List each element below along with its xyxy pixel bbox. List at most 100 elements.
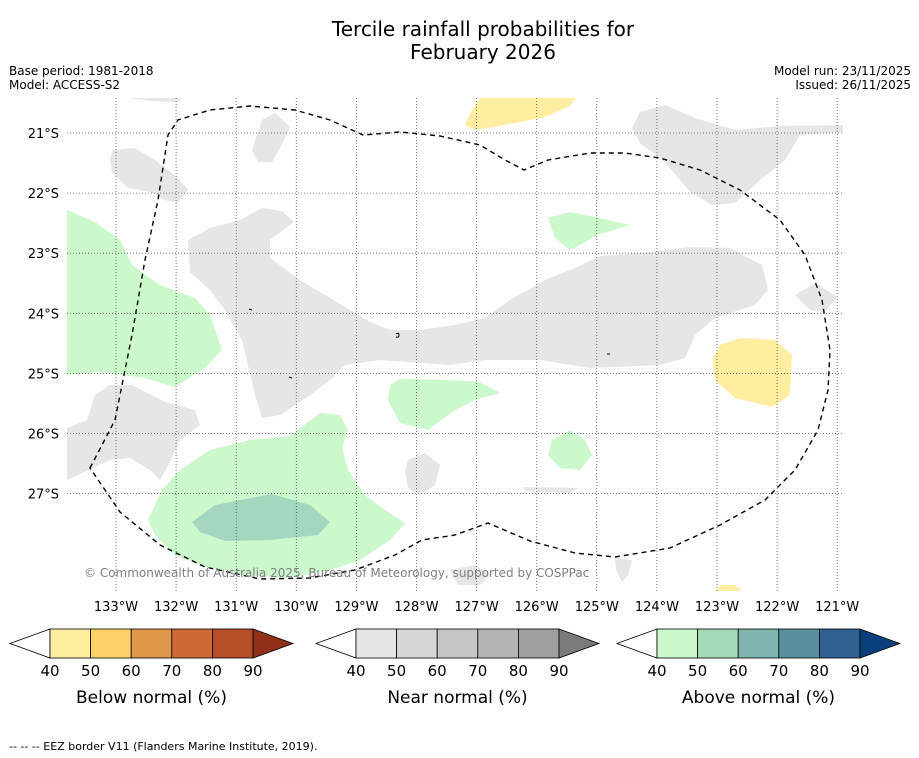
colorbar-tick-label: 80 (203, 662, 222, 680)
eez-border (89, 105, 831, 580)
colorbar-tick-label: 40 (346, 662, 365, 680)
colorbar-max-extension (859, 628, 902, 659)
near-normal-region (188, 208, 768, 418)
colorbar-tick-label: 90 (850, 662, 869, 680)
copyright-text: © Commonwealth of Australia 2025, Bureau… (84, 566, 589, 580)
near-normal-regions (67, 98, 843, 585)
lon-tick-label: 126°W (515, 600, 559, 615)
meta-right: Model run: 23/11/2025 Issued: 26/11/2025 (774, 64, 911, 92)
colorbar-max-extension (252, 628, 295, 659)
lon-tick-label: 128°W (394, 600, 438, 615)
speck-marker (395, 332, 400, 338)
colorbar-tick-label: 60 (729, 662, 748, 680)
colorbar-segment (697, 628, 739, 659)
above-normal-50-region (192, 494, 330, 541)
near-normal-region (67, 385, 200, 480)
colorbar-tick-label: 70 (162, 662, 181, 680)
lon-tick-label: 123°W (695, 600, 739, 615)
colorbar-segment (656, 628, 698, 659)
colorbar-segment (49, 628, 91, 659)
colorbar-title: Below normal (%) (76, 688, 227, 708)
meta-left: Base period: 1981-2018 Model: ACCESS-S2 (9, 64, 154, 92)
lon-tick-label: 129°W (334, 600, 378, 615)
lat-tick-label: 26°S (28, 428, 59, 443)
near-normal-region (615, 558, 632, 582)
lon-tick-label: 133°W (94, 600, 138, 615)
colorbar-tick-label: 40 (647, 662, 666, 680)
colorbar-tick-label: 80 (509, 662, 528, 680)
near-normal-region (523, 487, 578, 493)
colorbar-tick-label: 40 (40, 662, 59, 680)
colorbar-tick-label: 90 (549, 662, 568, 680)
near-normal-region (632, 105, 843, 205)
near-normal-region (252, 113, 290, 162)
colorbar: 40 50 60 70 80 90 Above normal (%) (615, 628, 902, 708)
base-period: Base period: 1981-2018 (9, 64, 154, 78)
gridlines (67, 98, 843, 591)
below-normal-region (715, 585, 742, 591)
colorbar-segment (355, 628, 397, 659)
near-normal-region (405, 453, 440, 495)
lat-tick-label: 22°S (28, 187, 59, 202)
lat-tick-label: 27°S (28, 488, 59, 503)
model-name: Model: ACCESS-S2 (9, 78, 121, 92)
model-run: Model run: 23/11/2025 (773, 64, 911, 78)
lat-tick-label: 23°S (28, 247, 59, 262)
colorbar-segment (436, 628, 479, 659)
lat-tick-label: 25°S (28, 367, 59, 382)
speck-marker (248, 308, 253, 311)
map-title: Tercile rainfall probabilities for Febru… (0, 18, 919, 64)
colorbar-segment (737, 628, 780, 659)
lon-tick-label: 131°W (214, 600, 258, 615)
lon-tick-label: 124°W (635, 600, 679, 615)
colorbar-tick-label: 50 (688, 662, 707, 680)
above-normal-region (548, 212, 630, 250)
above-normal-50-regions (192, 494, 330, 541)
lon-tick-label: 122°W (755, 600, 799, 615)
lon-tick-label: 130°W (274, 600, 318, 615)
lat-tick-label: 24°S (28, 307, 59, 322)
colorbar-segment (90, 628, 132, 659)
title-line-1: Tercile rainfall probabilities for (331, 17, 635, 41)
colorbar-min-extension (615, 628, 658, 659)
near-normal-region (450, 565, 490, 585)
above-normal-regions (67, 210, 630, 578)
colorbar: 40 50 60 70 80 90 Near normal (%) (314, 628, 601, 708)
above-normal-region (67, 210, 222, 387)
above-normal-region (388, 379, 500, 430)
colorbar-tick-label: 60 (428, 662, 447, 680)
lon-tick-label: 125°W (575, 600, 619, 615)
colorbar-tick-label: 50 (81, 662, 100, 680)
lon-tick-label: 132°W (154, 600, 198, 615)
map-plot-area (67, 98, 843, 591)
above-normal-region (548, 430, 592, 470)
below-normal-region (713, 338, 792, 407)
lon-tick-label: 127°W (455, 600, 499, 615)
lat-tick-label: 21°S (28, 127, 59, 142)
lon-tick-label: 121°W (815, 600, 859, 615)
colorbar-tick-label: 60 (122, 662, 141, 680)
near-normal-region (128, 98, 184, 102)
colorbar-segment (130, 628, 173, 659)
colorbar-tick-label: 80 (810, 662, 829, 680)
speck-markers (248, 308, 610, 379)
colorbar-min-extension (8, 628, 51, 659)
colorbar-segment (778, 628, 820, 659)
latitude-labels: 21°S 22°S 23°S 24°S 25°S 26°S 27°S (28, 127, 59, 503)
colorbar-title: Above normal (%) (682, 688, 835, 708)
longitude-labels: 133°W 132°W 131°W 130°W 129°W 128°W 127°W 126°W… (94, 600, 860, 615)
near-normal-region (795, 283, 837, 312)
colorbar-tick-label: 70 (769, 662, 788, 680)
title-line-2: February 2026 (410, 40, 556, 64)
near-normal-region (110, 148, 188, 203)
colorbar-segment (171, 628, 213, 659)
colorbar-tick-label: 90 (243, 662, 262, 680)
colorbar-segment (819, 628, 861, 659)
colorbar-max-extension (558, 628, 601, 659)
below-normal-region (465, 98, 576, 130)
colorbar: 40 50 60 70 80 90 Below normal (%) (8, 628, 295, 708)
colorbar-segment (477, 628, 519, 659)
below-normal-regions (465, 98, 792, 591)
colorbar-title: Near normal (%) (387, 688, 527, 708)
colorbar-segment (396, 628, 438, 659)
